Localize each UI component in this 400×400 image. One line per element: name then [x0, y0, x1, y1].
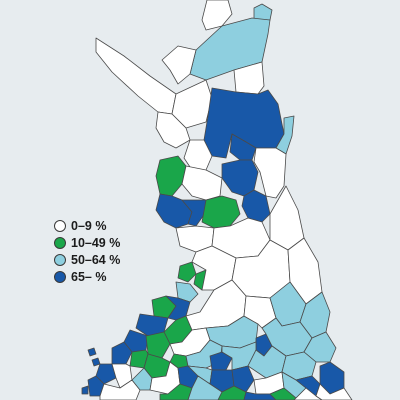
map-region	[201, 195, 241, 229]
map-region	[293, 387, 323, 400]
legend-label: 65– %	[71, 269, 107, 284]
map-region	[241, 189, 271, 223]
map-region	[231, 365, 255, 393]
legend-label: 0–9 %	[71, 218, 107, 233]
map-region	[87, 347, 97, 357]
map-region	[217, 385, 247, 400]
map-region	[145, 331, 171, 359]
legend-item-0-9: 0–9 %	[54, 217, 144, 234]
legend-swatch	[54, 219, 66, 232]
map-region	[253, 147, 287, 199]
legend-item-65-plus: 65– %	[54, 268, 144, 285]
legend-label: 50–64 %	[71, 252, 121, 267]
map-region	[233, 61, 265, 95]
map-region	[111, 341, 133, 365]
map-region	[91, 357, 101, 367]
map-region	[177, 261, 197, 283]
map-region	[209, 351, 233, 371]
map-region	[155, 111, 191, 149]
map-region	[81, 385, 89, 395]
legend-swatch	[54, 236, 66, 249]
map-region	[181, 165, 223, 201]
map-region	[187, 375, 223, 400]
map-region	[175, 281, 199, 303]
map-region	[95, 363, 117, 385]
legend-swatch	[54, 270, 66, 283]
legend-swatch	[54, 253, 66, 266]
map-region	[161, 45, 197, 85]
map-region	[269, 387, 297, 400]
map-region	[155, 193, 193, 229]
map-legend: 0–9 % 10–49 % 50–64 % 65– %	[54, 217, 144, 285]
map-region	[155, 155, 187, 197]
legend-item-50-64: 50–64 %	[54, 251, 144, 268]
legend-item-10-49: 10–49 %	[54, 234, 144, 251]
map-region	[243, 391, 277, 400]
map-region	[315, 383, 353, 400]
legend-label: 10–49 %	[71, 235, 121, 250]
map-region	[95, 37, 177, 115]
